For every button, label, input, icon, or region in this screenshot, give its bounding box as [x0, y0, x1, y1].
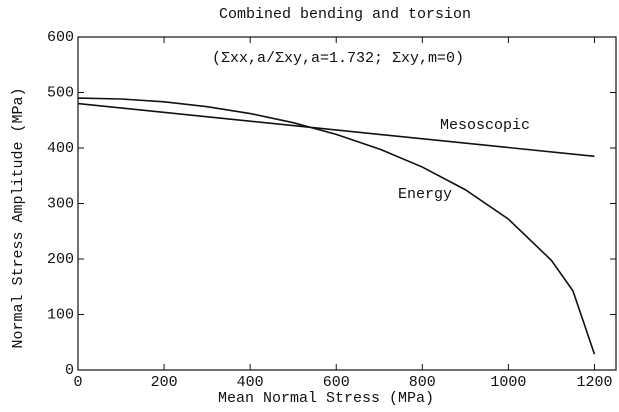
x-tick-label: 400 [237, 374, 264, 391]
series-label: Energy [398, 186, 452, 203]
x-tick-label: 0 [73, 374, 82, 391]
x-tick-label: 200 [151, 374, 178, 391]
y-axis-label: Normal Stress Amplitude (MPa) [10, 87, 27, 348]
plot-frame [77, 36, 617, 371]
x-tick-label: 600 [323, 374, 350, 391]
line-series [77, 102, 595, 158]
x-tick-label: 1200 [576, 374, 612, 391]
y-tick-label: 100 [47, 306, 74, 323]
y-tick-label: 300 [47, 195, 74, 212]
x-tick-label: 1000 [490, 374, 526, 391]
x-axis-label: Mean Normal Stress (MPa) [218, 390, 434, 407]
y-tick-label: 200 [47, 251, 74, 268]
x-tick-label: 800 [409, 374, 436, 391]
series-label: Mesoscopic [440, 117, 530, 134]
chart-title: Combined bending and torsion [219, 6, 471, 23]
y-tick-label: 400 [47, 140, 74, 157]
y-tick-label: 500 [47, 84, 74, 101]
line-series [77, 97, 596, 355]
y-tick-label: 600 [47, 29, 74, 46]
annotation: (Σxx,a/Σxy,a=1.732; Σxy,m=0) [212, 50, 464, 67]
y-tick-label: 0 [65, 362, 74, 379]
